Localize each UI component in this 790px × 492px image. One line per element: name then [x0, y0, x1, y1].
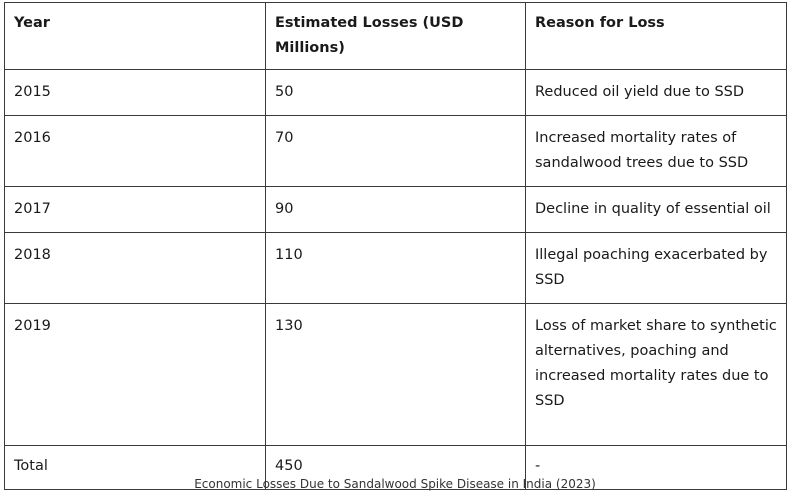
table-caption: Economic Losses Due to Sandalwood Spike … — [194, 477, 596, 491]
cell-reason: Decline in quality of essential oil — [525, 186, 787, 233]
cell-reason: Illegal poaching exacerbated by SSD — [525, 232, 787, 304]
cell-total-loss: 450 — [265, 445, 526, 490]
cell-reason: Increased mortality rates of sandalwood … — [525, 115, 787, 187]
table-header-row: Year Estimated Losses (USD Millions) Rea… — [4, 2, 787, 70]
cell-year: 2019 — [4, 303, 266, 446]
table-row: 2017 90 Decline in quality of essential … — [4, 186, 787, 233]
cell-loss: 130 — [265, 303, 526, 446]
cell-total-reason: - — [525, 445, 787, 490]
cell-loss: 50 — [265, 69, 526, 116]
cell-reason: Reduced oil yield due to SSD — [525, 69, 787, 116]
header-estimated-losses: Estimated Losses (USD Millions) — [265, 2, 526, 70]
cell-loss: 110 — [265, 232, 526, 304]
table-row: 2019 130 Loss of market share to synthet… — [4, 303, 787, 446]
table-row: 2018 110 Illegal poaching exacerbated by… — [4, 232, 787, 304]
economic-losses-table: Year Estimated Losses (USD Millions) Rea… — [4, 2, 787, 490]
cell-year: 2018 — [4, 232, 266, 304]
cell-loss: 70 — [265, 115, 526, 187]
cell-year: 2016 — [4, 115, 266, 187]
cell-total-label: Total — [4, 445, 266, 490]
cell-reason: Loss of market share to synthetic altern… — [525, 303, 787, 446]
table-row: 2015 50 Reduced oil yield due to SSD — [4, 69, 787, 116]
table-total-row: Total 450 - — [4, 445, 787, 490]
cell-year: 2015 — [4, 69, 266, 116]
header-reason-for-loss: Reason for Loss — [525, 2, 787, 70]
header-year: Year — [4, 2, 266, 70]
cell-year: 2017 — [4, 186, 266, 233]
table-row: 2016 70 Increased mortality rates of san… — [4, 115, 787, 187]
cell-loss: 90 — [265, 186, 526, 233]
